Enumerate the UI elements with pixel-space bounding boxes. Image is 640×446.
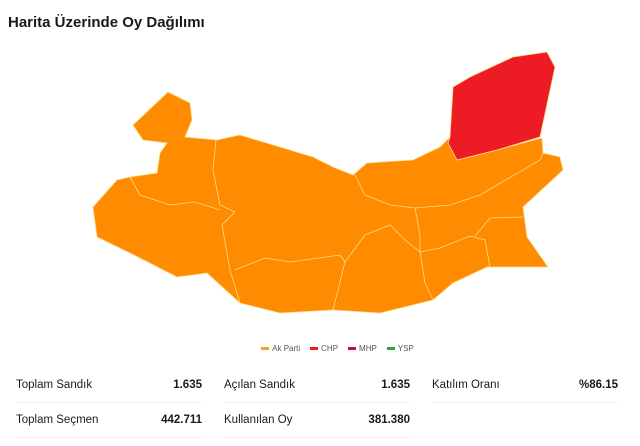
- legend-swatch: [348, 347, 357, 350]
- stat-label: Kullanılan Oy: [224, 414, 293, 426]
- stat-value: 381.380: [368, 414, 410, 426]
- page-title: Harita Üzerinde Oy Dağılımı: [8, 14, 205, 31]
- stat-kullanilan-oy: Kullanılan Oy 381.380: [224, 403, 410, 438]
- legend-swatch: [261, 347, 270, 350]
- stat-value: 1.635: [173, 379, 202, 391]
- legend-label: YSP: [397, 344, 414, 353]
- stat-value: 1.635: [381, 379, 410, 391]
- stat-label: Toplam Seçmen: [16, 414, 99, 426]
- stat-toplam-secmen: Toplam Seçmen 442.711: [16, 403, 202, 438]
- stat-value: %86.15: [578, 379, 618, 391]
- stat-katilim-orani: Katılım Oranı %86.15: [432, 368, 618, 403]
- stat-acilan-sandik: Açılan Sandık 1.635: [224, 368, 410, 403]
- legend-swatch: [386, 347, 395, 350]
- stat-label: Açılan Sandık: [224, 379, 295, 391]
- stats-grid: Toplam Sandık 1.635 Açılan Sandık 1.635 Ka…: [16, 368, 618, 438]
- legend-item-ak-parti[interactable]: Ak Parti: [261, 344, 300, 353]
- district-region-chp[interactable]: [447, 51, 556, 161]
- district-borders: [129, 139, 544, 311]
- legend-item-mhp[interactable]: MHP: [348, 344, 377, 353]
- legend-label: Ak Parti: [272, 344, 301, 353]
- stat-value: 442.711: [161, 414, 202, 426]
- legend-label: MHP: [359, 344, 377, 353]
- legend-swatch: [310, 347, 319, 350]
- legend-label: CHP: [321, 344, 339, 353]
- legend-item-chp[interactable]: CHP: [310, 344, 338, 353]
- map-legend: Ak Parti CHP MHP YSP: [0, 344, 640, 353]
- stat-label: Katılım Oranı: [432, 379, 500, 391]
- stat-label: Toplam Sandık: [16, 379, 93, 391]
- district-map: [92, 51, 564, 314]
- legend-item-ysp[interactable]: YSP: [386, 344, 414, 353]
- district-region-ak-parti[interactable]: [92, 91, 564, 314]
- stat-toplam-sandik: Toplam Sandık 1.635: [16, 368, 202, 403]
